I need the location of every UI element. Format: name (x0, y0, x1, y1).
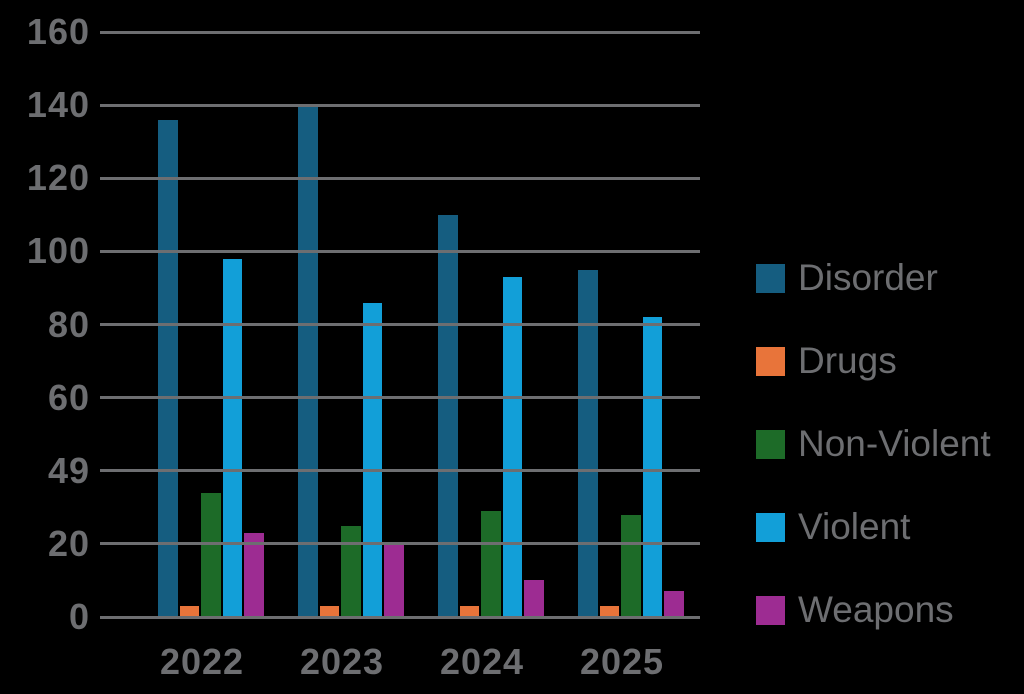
bar-weapons-2023 (384, 543, 404, 619)
legend-label: Weapons (798, 589, 954, 630)
gridline-y80 (100, 323, 700, 326)
gridline-y60 (100, 396, 700, 400)
x-axis-label: 2022 (159, 641, 245, 682)
y-axis-tick-label: 80 (47, 303, 90, 345)
y-axis-tick-label: 120 (26, 157, 90, 199)
bar-violent-2023 (362, 302, 382, 619)
y-axis-tick-label: 140 (26, 84, 90, 126)
legend-swatch-non-violent (756, 429, 785, 459)
y-axis-tick-label: 0 (68, 596, 90, 637)
legend-item: Disorder (756, 257, 938, 299)
gridline-y160 (100, 30, 700, 34)
bar-weapons-2025 (664, 591, 684, 619)
legend-swatch-disorder (756, 263, 785, 293)
bar-non-violent-2022 (201, 492, 221, 619)
bar-violent-2024 (502, 276, 522, 619)
legend-item: Violent (756, 506, 910, 548)
bar-weapons-2022 (244, 532, 264, 619)
gridline-y0 (100, 615, 700, 619)
bar-weapons-2024 (524, 580, 544, 619)
bar-disorder-2023 (298, 105, 318, 619)
gridline-y120 (100, 176, 700, 180)
bar-violent-2025 (642, 317, 662, 619)
legend-label: Disorder (798, 257, 938, 298)
y-axis-tick-label: 20 (47, 522, 90, 564)
y-axis-tick-label: 49 (47, 449, 90, 491)
bar-non-violent-2024 (481, 510, 501, 619)
bar-non-violent-2025 (621, 514, 641, 619)
y-axis-tick-label: 100 (26, 230, 90, 272)
gridline-y49 (100, 469, 700, 473)
x-axis-label: 2024 (439, 641, 525, 682)
y-axis-tick-label: 60 (47, 376, 90, 418)
legend-item: Non-Violent (756, 423, 991, 465)
x-axis-label: 2023 (299, 641, 385, 682)
legend-item: Drugs (756, 340, 897, 382)
gridline-y20 (100, 542, 700, 546)
y-axis-tick-label: 160 (26, 11, 90, 52)
legend-label: Drugs (798, 340, 897, 381)
legend: Disorder Drugs Non-Violent Violent Weapons (756, 0, 1024, 694)
bar-disorder-2024 (438, 214, 458, 619)
bar-disorder-2022 (158, 119, 178, 619)
legend-label: Non-Violent (798, 423, 991, 464)
legend-item: Weapons (756, 589, 954, 631)
bar-non-violent-2023 (341, 525, 361, 619)
bar-violent-2022 (222, 258, 242, 619)
legend-swatch-drugs (756, 346, 785, 376)
legend-swatch-weapons (756, 595, 785, 625)
legend-label: Violent (798, 506, 911, 547)
gridline-y140 (100, 103, 700, 107)
legend-swatch-violent (756, 512, 785, 542)
gridline-y100 (100, 249, 700, 253)
bar-disorder-2025 (578, 269, 598, 619)
x-axis-label: 2025 (579, 641, 665, 682)
